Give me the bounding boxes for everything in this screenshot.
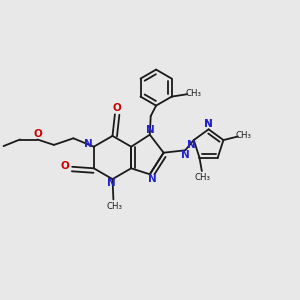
Text: N: N	[148, 174, 157, 184]
Text: N: N	[187, 140, 196, 151]
Text: O: O	[34, 129, 42, 139]
Text: CH₃: CH₃	[236, 131, 252, 140]
Text: N: N	[146, 124, 155, 135]
Text: CH₃: CH₃	[185, 89, 201, 98]
Text: N: N	[107, 178, 116, 188]
Text: O: O	[61, 161, 69, 171]
Text: N: N	[182, 150, 190, 160]
Text: N: N	[204, 119, 212, 130]
Text: N: N	[84, 139, 93, 149]
Text: CH₃: CH₃	[106, 202, 122, 211]
Text: N: N	[204, 119, 212, 129]
Text: CH₃: CH₃	[195, 172, 211, 182]
Text: O: O	[112, 103, 121, 113]
